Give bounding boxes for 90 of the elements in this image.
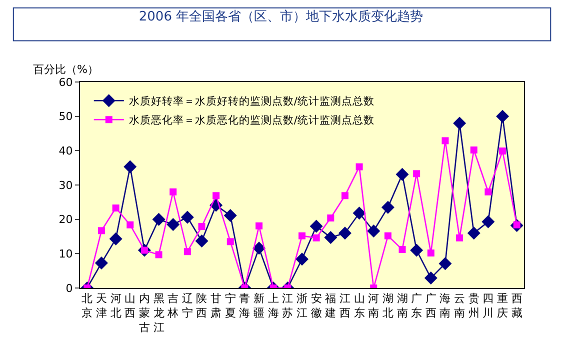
y-tick-label: 40 bbox=[58, 144, 73, 158]
point bbox=[438, 257, 452, 270]
y-tick-label: 10 bbox=[58, 248, 73, 261]
point bbox=[166, 218, 180, 231]
point bbox=[324, 231, 338, 244]
point bbox=[98, 227, 105, 234]
point bbox=[126, 221, 134, 228]
point bbox=[352, 206, 366, 220]
point bbox=[398, 246, 406, 254]
point bbox=[356, 163, 363, 170]
x-tick-label: 吉林 bbox=[166, 292, 179, 320]
point bbox=[482, 215, 495, 228]
point bbox=[496, 110, 510, 123]
x-tick-label: 宁夏 bbox=[224, 292, 236, 320]
x-tick-label: 贵州 bbox=[468, 292, 480, 320]
point bbox=[195, 234, 208, 248]
y-tick-label: 50 bbox=[58, 110, 73, 124]
x-tick-label: 福建 bbox=[324, 292, 336, 320]
x-tick-label: 湖南 bbox=[396, 292, 408, 320]
point bbox=[180, 210, 194, 224]
x-tick-label: 青海 bbox=[239, 292, 250, 320]
point bbox=[367, 224, 380, 238]
point bbox=[453, 116, 466, 130]
x-tick-label: 江西 bbox=[339, 292, 350, 320]
point bbox=[224, 209, 237, 222]
y-tick-label: 0 bbox=[66, 282, 73, 295]
x-tick-label: 甘肃 bbox=[210, 292, 222, 320]
point bbox=[155, 251, 162, 258]
point bbox=[410, 244, 424, 257]
point bbox=[109, 232, 122, 246]
point bbox=[184, 248, 191, 256]
x-tick-label: 河北 bbox=[110, 292, 122, 320]
x-tick-label: 陕西 bbox=[196, 292, 208, 320]
point bbox=[413, 170, 420, 178]
point bbox=[310, 220, 323, 233]
point bbox=[312, 234, 320, 242]
point bbox=[152, 212, 166, 226]
point bbox=[170, 188, 177, 196]
y-tick-label: 20 bbox=[58, 213, 73, 226]
x-tick-label: 浙江 bbox=[296, 292, 308, 320]
y-axis-title: 百分比（%） bbox=[33, 63, 98, 76]
point bbox=[484, 188, 492, 196]
x-tick-label: 四川 bbox=[482, 292, 494, 320]
x-tick-label: 海南 bbox=[440, 292, 451, 320]
chart-title: 2006 年全国各省（区、市）地下水水质变化趋势 bbox=[138, 9, 424, 24]
point bbox=[256, 222, 263, 230]
x-tick-label: 广东 bbox=[411, 292, 422, 320]
x-tick-label: 云南 bbox=[454, 292, 466, 320]
legend-label: 水质好转率＝水质好转的监测点数/统计监测点总数 bbox=[128, 94, 374, 108]
point bbox=[327, 214, 334, 222]
x-tick-label: 天津 bbox=[96, 292, 107, 320]
x-tick-label: 北京 bbox=[82, 292, 93, 320]
x-tick-label: 安徽 bbox=[310, 292, 322, 320]
y-tick-label: 30 bbox=[58, 178, 73, 192]
point bbox=[467, 226, 480, 240]
point bbox=[212, 192, 220, 200]
x-tick-label: 辽宁 bbox=[182, 292, 193, 320]
point bbox=[338, 226, 352, 240]
point bbox=[112, 204, 120, 212]
point bbox=[470, 146, 478, 154]
x-tick-label: 西藏 bbox=[511, 292, 522, 320]
x-tick-label: 山西 bbox=[124, 292, 136, 320]
x-tick-label: 河南 bbox=[368, 292, 380, 320]
point bbox=[124, 160, 137, 174]
legend-label: 水质恶化率＝水质恶化的监测点数/统计监测点总数 bbox=[128, 114, 374, 127]
x-tick-label: 湖北 bbox=[382, 292, 394, 320]
point bbox=[226, 238, 234, 246]
point bbox=[381, 200, 394, 214]
point bbox=[296, 252, 308, 266]
point bbox=[94, 256, 108, 270]
point bbox=[396, 168, 409, 181]
point bbox=[198, 223, 206, 230]
point bbox=[341, 192, 348, 200]
x-tick-label: 上海 bbox=[268, 292, 279, 320]
point bbox=[252, 242, 266, 255]
point bbox=[384, 232, 392, 240]
point bbox=[456, 234, 464, 242]
x-tick-label: 江苏 bbox=[282, 292, 294, 320]
x-tick-label: 重庆 bbox=[497, 292, 508, 320]
point bbox=[424, 272, 438, 285]
x-tick-label: 山东 bbox=[354, 292, 365, 320]
y-tick-label: 60 bbox=[58, 76, 73, 89]
point bbox=[499, 148, 506, 155]
x-tick-label: 广西 bbox=[425, 292, 436, 320]
point bbox=[427, 249, 434, 256]
x-tick-label: 黑龙江 bbox=[153, 292, 164, 334]
x-tick-label: 内蒙古 bbox=[138, 292, 150, 334]
point bbox=[442, 137, 449, 144]
x-tick-label: 新疆 bbox=[254, 292, 265, 320]
point bbox=[298, 232, 306, 240]
